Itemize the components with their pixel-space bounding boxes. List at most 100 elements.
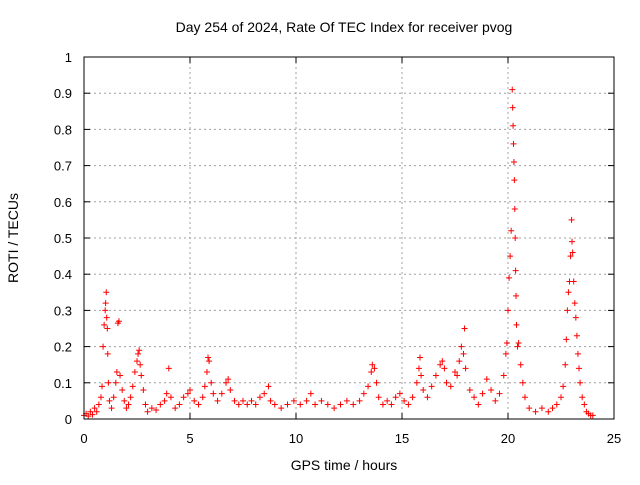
data-point	[454, 372, 461, 379]
x-tick-label: 10	[289, 431, 303, 446]
data-point	[526, 405, 533, 412]
data-point	[278, 405, 285, 412]
y-tick-label: 0.9	[54, 86, 72, 101]
data-point	[567, 253, 574, 260]
data-point	[337, 401, 344, 408]
data-point	[589, 412, 596, 419]
data-point	[365, 383, 372, 390]
data-point	[201, 383, 208, 390]
data-point	[103, 314, 110, 321]
data-point	[223, 379, 230, 386]
data-point	[231, 397, 238, 404]
data-point	[569, 238, 576, 245]
data-point	[432, 372, 439, 379]
data-point	[210, 390, 217, 397]
data-point	[475, 401, 482, 408]
data-point	[356, 397, 363, 404]
data-point	[568, 216, 575, 223]
data-point	[510, 158, 517, 165]
data-point	[460, 350, 467, 357]
data-point	[439, 358, 446, 365]
data-point	[142, 401, 149, 408]
data-point	[456, 358, 463, 365]
data-point	[267, 397, 274, 404]
data-point	[573, 332, 580, 339]
data-point	[284, 401, 291, 408]
data-point	[148, 405, 155, 412]
data-point	[483, 376, 490, 383]
data-point	[360, 390, 367, 397]
data-point	[110, 394, 117, 401]
data-point	[161, 397, 168, 404]
data-point	[261, 390, 268, 397]
data-point	[121, 397, 128, 404]
data-point	[100, 343, 107, 350]
data-point	[85, 413, 92, 420]
axis-ticks	[83, 56, 615, 420]
data-point	[443, 379, 450, 386]
data-point	[113, 368, 120, 375]
data-point	[437, 361, 444, 368]
x-tick-label: 15	[395, 431, 409, 446]
y-tick-label: 0.2	[54, 340, 72, 355]
data-point	[297, 401, 304, 408]
data-point	[502, 350, 509, 357]
data-point	[466, 387, 473, 394]
data-point	[135, 350, 142, 357]
data-point	[576, 365, 583, 372]
data-point	[108, 405, 115, 412]
data-point	[510, 122, 517, 129]
data-point	[112, 379, 119, 386]
data-point	[137, 361, 144, 368]
data-point	[89, 411, 96, 418]
data-point	[488, 387, 495, 394]
chart-title: Day 254 of 2024, Rate Of TEC Index for r…	[176, 19, 513, 35]
y-tick-label: 0.8	[54, 122, 72, 137]
data-point	[195, 401, 202, 408]
data-point	[136, 347, 143, 354]
data-point	[409, 394, 416, 401]
data-point	[265, 383, 272, 390]
data-point	[505, 307, 511, 314]
data-point	[471, 394, 478, 401]
data-point	[153, 406, 160, 413]
data-point	[191, 397, 198, 404]
data-point	[462, 365, 469, 372]
data-point	[165, 365, 172, 372]
data-point	[379, 401, 386, 408]
y-tick-labels: 0 0.1 0.2 0.3 0.4 0.5 0.6 0.7 0.8 0.9 1	[54, 50, 72, 427]
data-point	[102, 307, 109, 314]
data-point	[225, 376, 232, 383]
data-point	[413, 379, 420, 386]
data-point	[503, 339, 510, 346]
data-point	[492, 397, 499, 404]
data-point	[571, 300, 578, 307]
data-point	[104, 350, 111, 357]
data-point	[506, 274, 513, 281]
data-point	[538, 405, 545, 412]
data-point	[570, 278, 577, 285]
data-point	[106, 397, 113, 404]
data-point	[509, 104, 516, 111]
data-point	[172, 405, 179, 412]
x-tick-label: 0	[80, 431, 87, 446]
data-point	[521, 394, 528, 401]
data-point	[312, 401, 319, 408]
data-point	[318, 397, 325, 404]
data-point	[553, 401, 560, 408]
data-point	[512, 267, 519, 274]
data-point	[560, 383, 567, 390]
data-point	[104, 325, 111, 332]
data-point	[131, 368, 138, 375]
data-point	[144, 408, 151, 415]
data-point	[307, 390, 314, 397]
data-point	[205, 354, 212, 361]
data-point	[424, 394, 431, 401]
data-point	[331, 405, 338, 412]
data-point	[508, 227, 515, 234]
y-tick-label: 0.7	[54, 159, 72, 174]
data-point	[129, 383, 136, 390]
data-point	[252, 401, 259, 408]
data-point	[564, 307, 571, 314]
